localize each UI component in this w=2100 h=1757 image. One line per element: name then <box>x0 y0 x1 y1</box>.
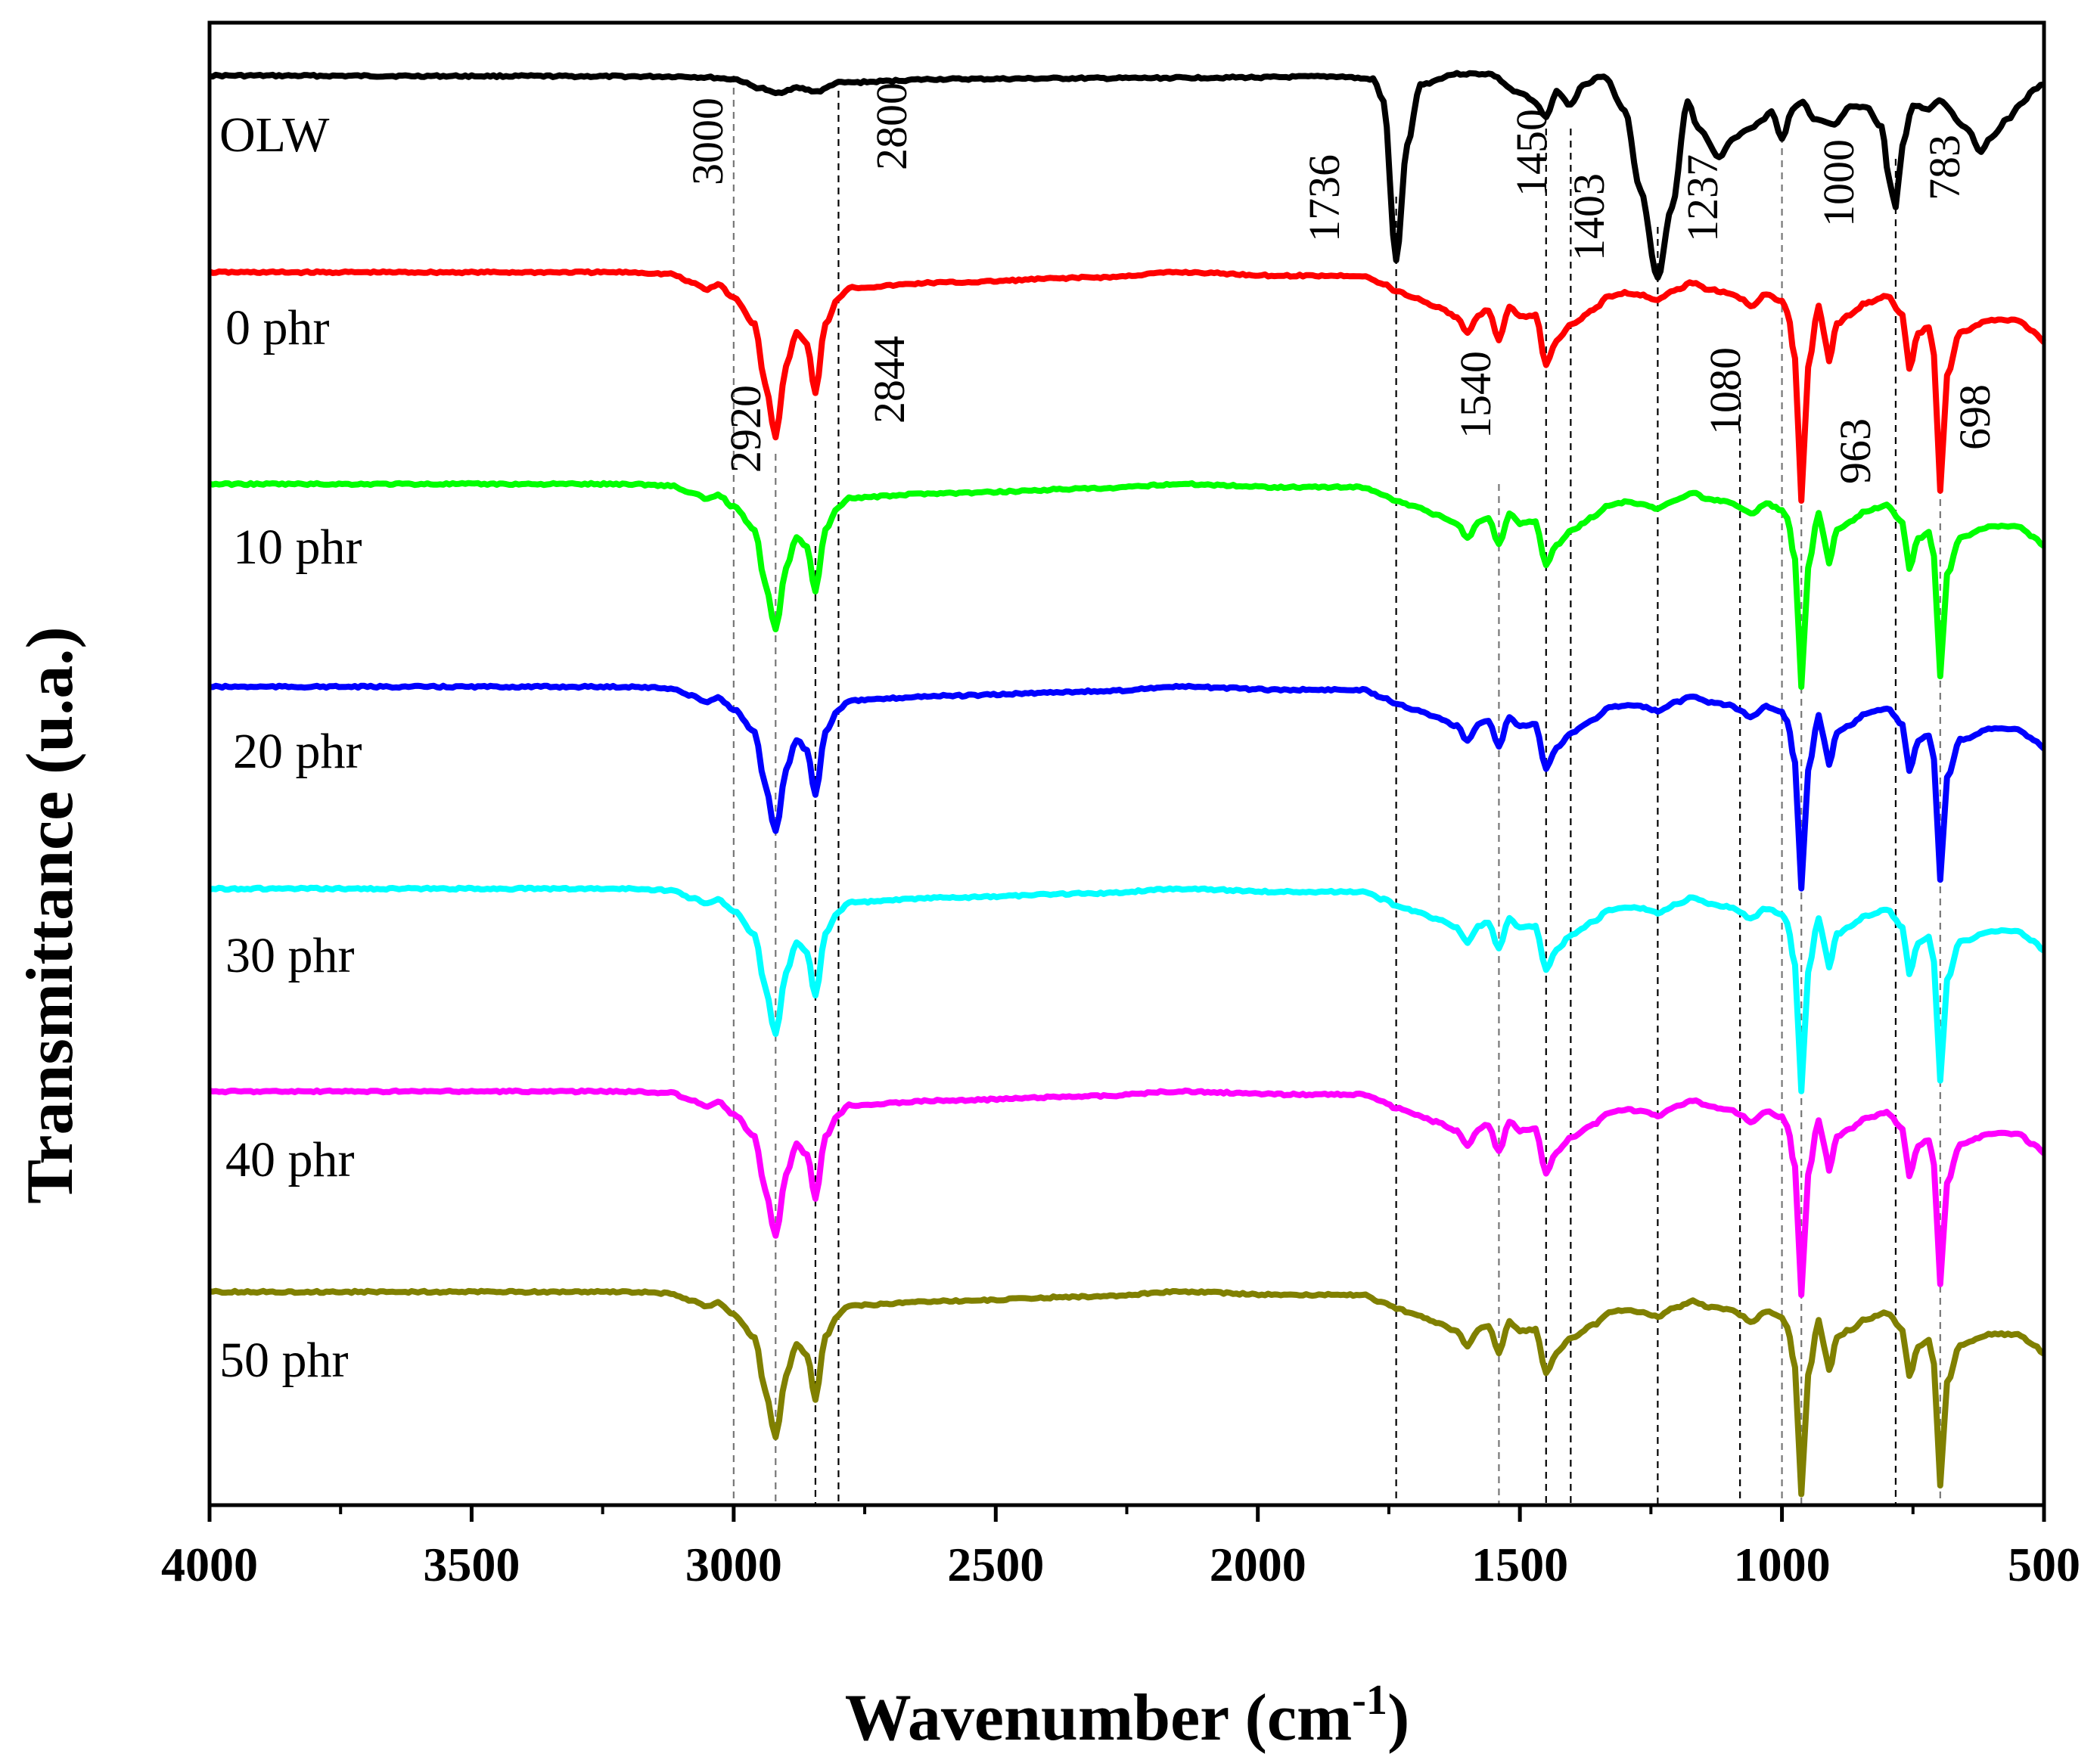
y-axis-title: Transmittance (u.a.) <box>14 626 87 1203</box>
peak-label-1237: 1237 <box>1678 154 1727 242</box>
series-line-20-phr <box>209 682 2046 892</box>
peak-label-2800: 2800 <box>867 82 916 170</box>
plot-frame <box>207 20 2046 1507</box>
peak-label-1403: 1403 <box>1564 173 1614 261</box>
series-label-10-phr: 10 phr <box>233 520 362 575</box>
x-tick-label-4000: 4000 <box>161 1538 258 1591</box>
peak-label-963: 963 <box>1831 418 1880 484</box>
series-line-50-phr <box>209 1287 2046 1498</box>
series-lines <box>208 70 2046 1498</box>
x-axis-title-close: ) <box>1387 1681 1409 1755</box>
series-line-40-phr <box>208 1087 2046 1298</box>
series-labels: OLW 0 phr 10 phr 20 phr 30 phr 40 phr 50 phr <box>219 107 362 1388</box>
x-tick-label-2500: 2500 <box>947 1538 1044 1591</box>
x-tick-label-3500: 3500 <box>423 1538 520 1591</box>
peak-label-1540: 1540 <box>1451 351 1500 439</box>
x-axis-title-sup: -1 <box>1352 1677 1387 1724</box>
x-axis-title-main: Wavenumber (cm <box>845 1681 1353 1755</box>
x-tick-label-3000: 3000 <box>685 1538 782 1591</box>
peak-label-2920: 2920 <box>721 385 770 473</box>
x-tick-label-500: 500 <box>2008 1538 2080 1591</box>
peak-label-1080: 1080 <box>1701 347 1750 435</box>
series-label-30-phr: 30 phr <box>225 928 355 983</box>
x-axis-title: Wavenumber (cm-1) <box>845 1677 1410 1755</box>
series-label-50-phr: 50 phr <box>219 1333 349 1388</box>
peak-label-1736: 1736 <box>1300 154 1349 242</box>
peak-label-1450: 1450 <box>1507 109 1556 197</box>
series-label-20-phr: 20 phr <box>233 724 362 779</box>
series-line-10-phr <box>209 480 2046 691</box>
reference-lines <box>732 76 1941 1505</box>
x-tick-label-1500: 1500 <box>1471 1538 1568 1591</box>
series-label-40-phr: 40 phr <box>225 1132 355 1187</box>
peak-label-2844: 2844 <box>865 336 914 424</box>
peak-label-1000: 1000 <box>1814 139 1863 227</box>
series-label-olw: OLW <box>219 107 330 163</box>
peak-label-698: 698 <box>1950 384 1999 450</box>
series-line-olw <box>209 70 2045 281</box>
series-line-30-phr <box>209 884 2046 1094</box>
x-tick-label-1000: 1000 <box>1734 1538 1831 1591</box>
peak-label-3000: 3000 <box>683 98 732 185</box>
axes: 4000 3500 3000 2500 2000 1500 1000 500 <box>161 20 2080 1591</box>
peak-label-783: 783 <box>1920 135 1969 200</box>
series-label-0-phr: 0 phr <box>225 300 330 355</box>
series-line-0-phr <box>208 268 2046 504</box>
x-tick-label-2000: 2000 <box>1210 1538 1306 1591</box>
